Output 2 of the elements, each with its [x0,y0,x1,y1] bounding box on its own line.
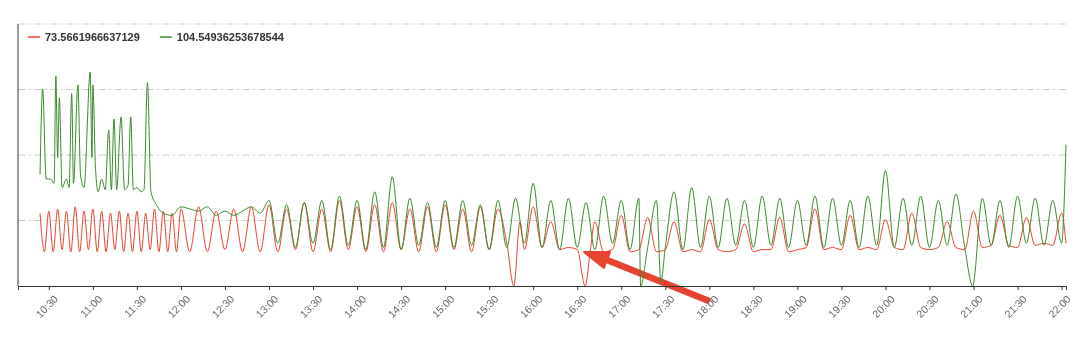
legend-label: 104.54936253678544 [176,31,285,43]
legend-label: 73.5661966637129 [45,31,140,43]
